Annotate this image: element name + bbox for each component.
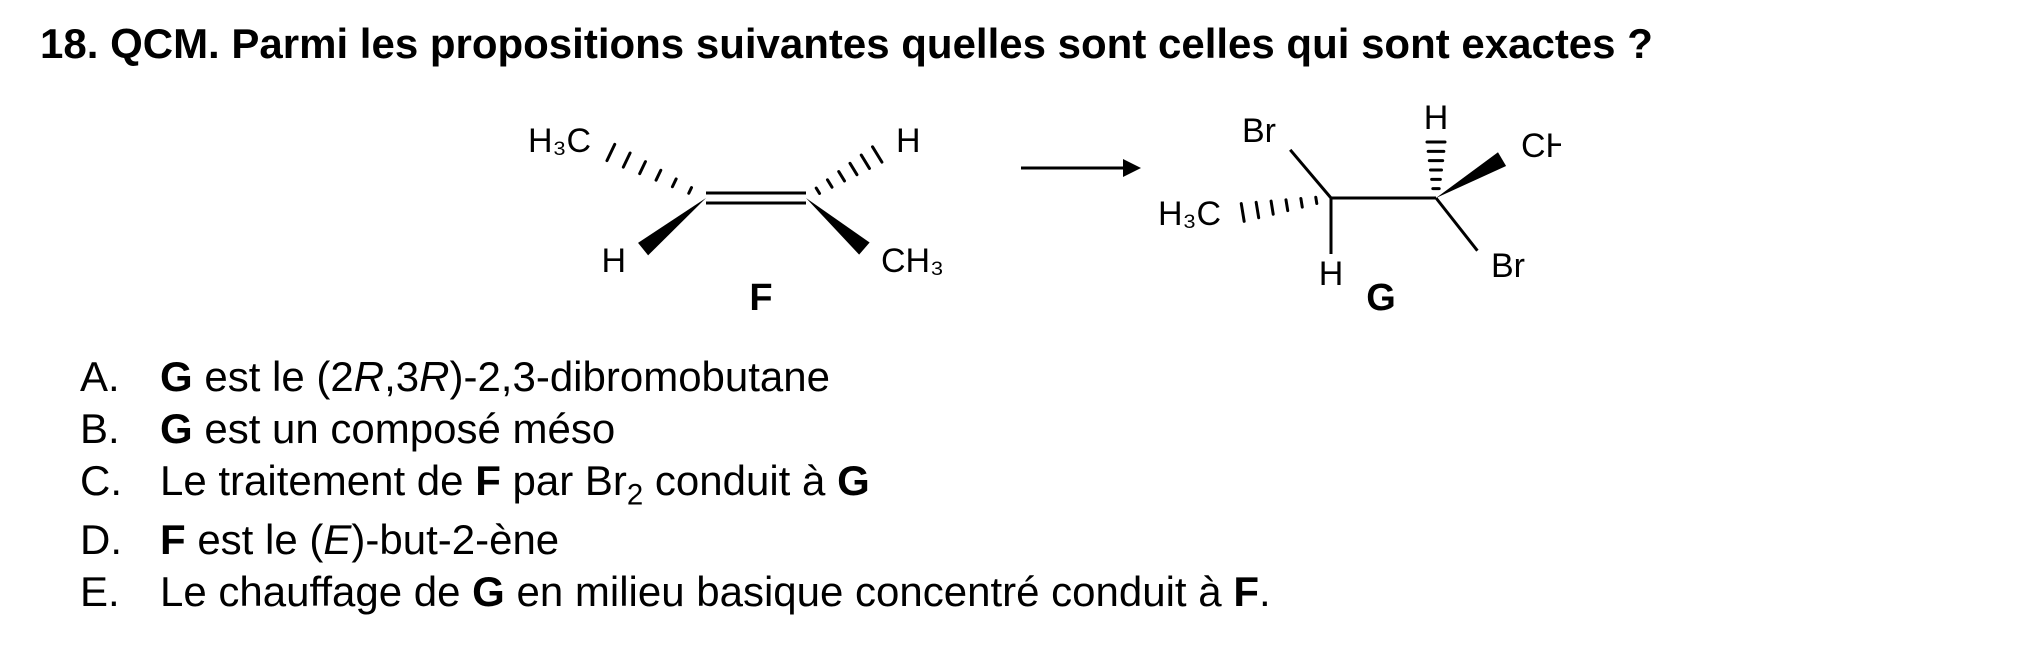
- option-letter: A.: [80, 353, 160, 401]
- svg-text:F: F: [749, 277, 772, 319]
- question-number: 18.: [40, 20, 98, 67]
- option-text: Le traitement de F par Br2 conduit à G: [160, 457, 870, 512]
- option-text: Le chauffage de G en milieu basique conc…: [160, 568, 1271, 616]
- svg-text:CH₃: CH₃: [1521, 127, 1561, 165]
- svg-text:H₃C: H₃C: [1158, 195, 1221, 233]
- option-letter: D.: [80, 516, 160, 564]
- svg-text:H: H: [1318, 255, 1343, 293]
- option-letter: C.: [80, 457, 160, 505]
- option-text: F est le (E)-but-2-ène: [160, 516, 559, 564]
- option-letter: E.: [80, 568, 160, 616]
- svg-text:G: G: [1366, 277, 1396, 319]
- svg-text:CH₃: CH₃: [881, 242, 944, 280]
- option-c: C. Le traitement de F par Br2 conduit à …: [80, 457, 1981, 512]
- question-block: 18. QCM. Parmi les propositions suivante…: [0, 0, 2021, 616]
- option-b: B. G est un composé méso: [80, 405, 1981, 453]
- svg-text:H: H: [896, 122, 921, 160]
- svg-text:Br: Br: [1491, 247, 1525, 285]
- option-letter: B.: [80, 405, 160, 453]
- svg-text:H: H: [1423, 99, 1448, 137]
- option-d: D. F est le (E)-but-2-ène: [80, 516, 1981, 564]
- svg-text:Br: Br: [1242, 112, 1276, 150]
- option-e: E. Le chauffage de G en milieu basique c…: [80, 568, 1981, 616]
- svg-text:H: H: [601, 242, 626, 280]
- option-text: G est le (2R,3R)-2,3-dibromobutane: [160, 353, 830, 401]
- option-text: G est un composé méso: [160, 405, 615, 453]
- options-list: A. G est le (2R,3R)-2,3-dibromobutane B.…: [80, 353, 1981, 616]
- question-label: QCM.: [110, 20, 220, 67]
- question-text: Parmi les propositions suivantes quelles…: [231, 20, 1652, 67]
- question-header: 18. QCM. Parmi les propositions suivante…: [40, 20, 1981, 68]
- option-a: A. G est le (2R,3R)-2,3-dibromobutane: [80, 353, 1981, 401]
- reaction-svg: H₃C H H CH₃ F Br H₃C H H CH₃ Br G: [461, 88, 1561, 323]
- svg-text:H₃C: H₃C: [528, 122, 591, 160]
- reaction-diagram: H₃C H H CH₃ F Br H₃C H H CH₃ Br G: [40, 88, 1981, 323]
